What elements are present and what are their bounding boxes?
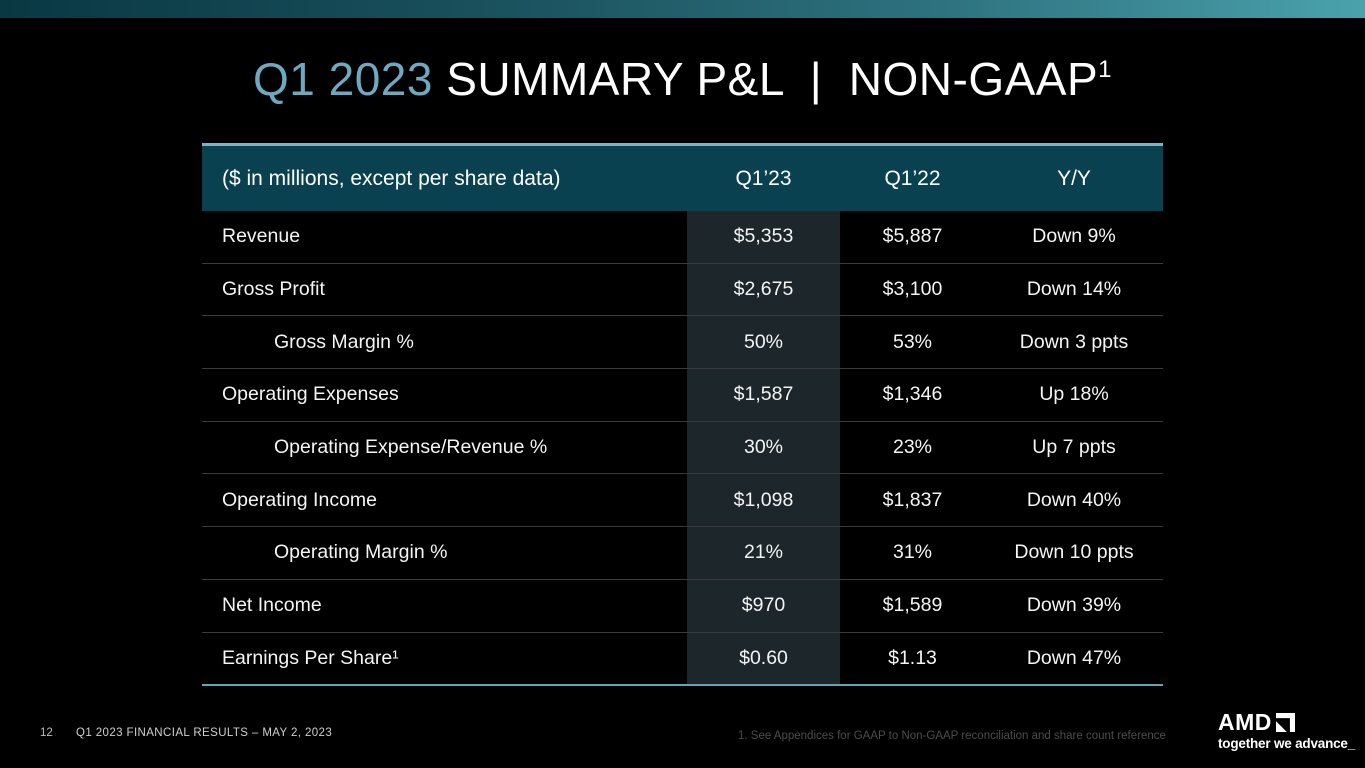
row-value-q1-22: 53% [892,330,933,353]
row-value-yoy: Down 10 ppts [1014,541,1134,564]
table-row: Gross Margin % 50% 53% Down 3 ppts [202,315,1163,369]
row-value-yoy: Down 40% [1026,488,1122,511]
row-value-q1-23: $1,587 [687,369,840,421]
amd-logo: AMD together we advance_ [1218,709,1356,752]
table-row: Operating Margin % 21% 31% Down 10 ppts [202,526,1163,579]
row-value-yoy: Down 9% [1032,225,1116,248]
row-value-q1-22: $1,346 [882,383,943,406]
row-value-yoy: Up 7 ppts [1032,436,1116,459]
row-value-q1-22: $3,100 [882,278,943,301]
table-row: Gross Profit $2,675 $3,100 Down 14% [202,262,1163,316]
amd-arrow-icon [1275,713,1295,732]
header-metric: ($ in millions, except per share data) [222,166,561,190]
row-value-q1-22: 31% [892,541,933,564]
row-value-yoy: Down 47% [1026,646,1122,669]
page-number: 12 [40,727,53,739]
row-label: Operating Margin % [274,541,448,564]
table-row: Operating Expense/Revenue % 30% 23% Up 7… [202,420,1163,474]
row-value-q1-23: $5,353 [687,211,840,263]
table-row: Operating Expenses $1,587 $1,346 Up 18% [202,368,1163,421]
header-yoy: Y/Y [1057,166,1091,190]
header-q1-22: Q1’22 [884,166,941,190]
table-row: Operating Income $1,098 $1,837 Down 40% [202,473,1163,527]
header-q1-23: Q1’23 [735,166,792,190]
row-label: Revenue [222,225,301,248]
row-label: Net Income [222,594,322,617]
footer-deck-title: Q1 2023 FINANCIAL RESULTS – MAY 2, 2023 [76,727,333,739]
row-value-q1-23: $1,098 [687,474,840,527]
row-value-q1-23: 50% [687,316,840,369]
row-label: Operating Expense/Revenue % [274,436,548,459]
row-value-q1-22: $1,837 [882,488,943,511]
footer-footnote: 1. See Appendices for GAAP to Non-GAAP r… [738,730,1166,742]
row-value-yoy: Down 39% [1026,594,1122,617]
row-value-q1-22: $5,887 [882,225,943,248]
row-value-q1-23: 30% [687,421,840,474]
table-body: Revenue $5,353 $5,887 Down 9% Gross Prof… [202,211,1163,685]
summary-pl-table: ($ in millions, except per share data) Q… [202,143,1163,687]
page-title: Q1 2023 SUMMARY P&L | NON-GAAP1 [0,52,1365,106]
row-value-q1-23: $970 [687,579,840,632]
row-label: Gross Profit [222,278,325,301]
table-row: Net Income $970 $1,589 Down 39% [202,578,1163,632]
row-value-yoy: Down 3 ppts [1019,330,1129,353]
amd-tagline: together we advance_ [1218,736,1356,751]
top-accent-bar [0,0,1365,18]
amd-logo-text: AMD [1218,709,1272,735]
table-header-row: ($ in millions, except per share data) Q… [202,143,1163,211]
row-value-q1-23: 21% [687,527,840,579]
row-label: Gross Margin % [274,330,414,353]
row-value-q1-22: 23% [892,436,933,459]
row-label: Operating Expenses [222,383,399,406]
row-value-q1-23: $2,675 [687,263,840,316]
table-row: Earnings Per Share¹ $0.60 $1.13 Down 47% [202,631,1163,685]
row-value-q1-22: $1,589 [882,594,943,617]
title-quarter: Q1 2023 [252,53,433,105]
title-superscript: 1 [1098,56,1113,83]
row-value-q1-23: $0.60 [687,632,840,685]
row-value-yoy: Down 14% [1026,278,1122,301]
table-row: Revenue $5,353 $5,887 Down 9% [202,211,1163,263]
row-label: Operating Income [222,488,378,511]
row-value-yoy: Up 18% [1039,383,1109,406]
row-value-q1-22: $1.13 [888,646,937,669]
title-main: SUMMARY P&L | NON-GAAP [432,53,1099,105]
row-label: Earnings Per Share¹ [222,646,399,669]
